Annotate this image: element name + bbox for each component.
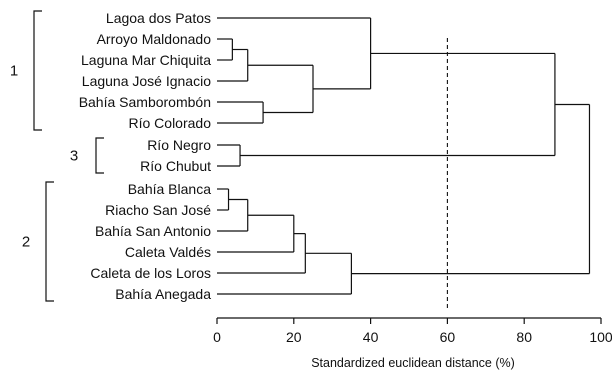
leaf-label: Caleta Valdés: [125, 244, 211, 260]
group-bracket: [95, 137, 104, 174]
x-tick-label: 60: [440, 329, 456, 345]
leaf-label: Río Negro: [147, 137, 211, 153]
leaf-label: Arroyo Maldonado: [97, 31, 212, 47]
leaf-label: Río Chubut: [140, 158, 211, 174]
x-tick-label: 20: [286, 329, 302, 345]
leaf-label: Bahía San Antonio: [95, 223, 211, 239]
x-tick-label: 100: [589, 329, 612, 345]
x-axis-title: Standardized euclidean distance (%): [311, 356, 515, 370]
x-tick-label: 0: [213, 329, 221, 345]
leaf-label: Laguna Mar Chiquita: [81, 52, 211, 68]
leaf-label: Lagoa dos Patos: [106, 10, 211, 26]
group-bracket: [45, 181, 54, 302]
leaf-label: Río Colorado: [129, 115, 212, 131]
group-label: 1: [10, 63, 18, 80]
group-bracket: [33, 10, 42, 131]
leaf-label: Bahía Blanca: [128, 181, 211, 197]
group-label: 3: [70, 148, 78, 165]
x-tick-label: 40: [363, 329, 379, 345]
leaf-label: Caleta de los Loros: [90, 265, 211, 281]
x-tick-label: 80: [516, 329, 532, 345]
leaf-label: Laguna José Ignacio: [82, 73, 211, 89]
leaf-label: Riacho San José: [105, 202, 211, 218]
group-label: 2: [22, 234, 30, 251]
leaf-label: Bahía Anegada: [115, 286, 211, 302]
leaf-label: Bahía Samborombón: [79, 94, 211, 110]
